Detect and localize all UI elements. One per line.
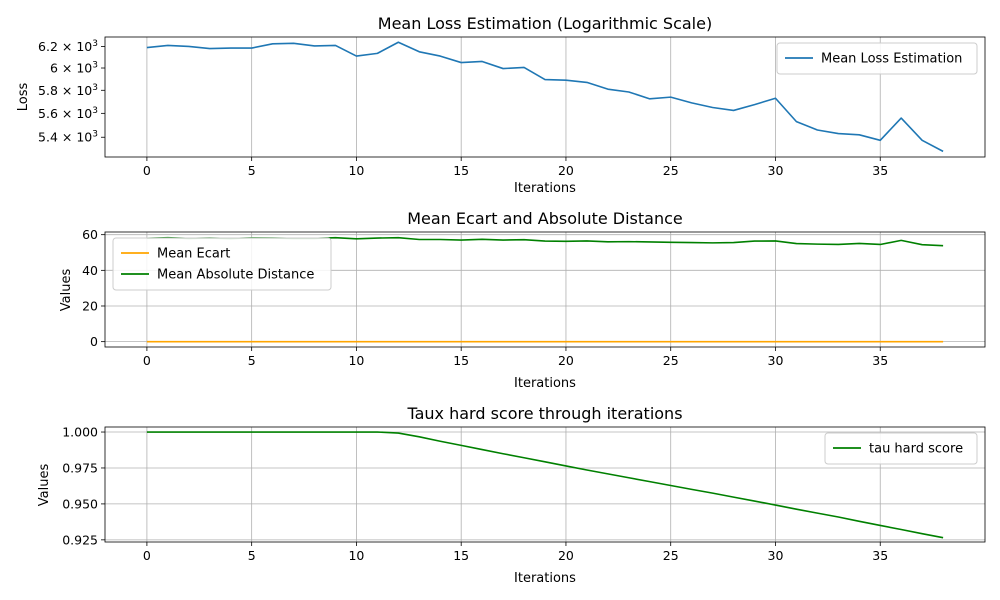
tau-x-tick-label: 10 [348, 548, 364, 563]
loss-y-tick-label: 5.6 × 103 [38, 106, 98, 121]
loss-x-tick-label: 35 [872, 163, 888, 178]
loss-x-tick-label: 25 [663, 163, 679, 178]
tau-panel: Taux hard score through iterations Itera… [37, 404, 986, 586]
loss-x-axis-label: Iterations [514, 181, 576, 196]
loss-panel: Mean Loss Estimation (Logarithmic Scale)… [16, 14, 986, 196]
ecart-y-tick-label: 60 [82, 227, 98, 242]
ecart-legend: Mean Ecart Mean Absolute Distance [112, 237, 332, 291]
ecart-legend-box [112, 237, 332, 291]
tau-x-tick-label: 25 [663, 548, 679, 563]
loss-y-tick-label: 5.4 × 103 [38, 130, 98, 145]
ecart-x-tick-label: 20 [558, 353, 574, 368]
ecart-chart-title: Mean Ecart and Absolute Distance [407, 209, 683, 228]
loss-y-tick-label: 6.2 × 103 [38, 39, 98, 54]
ecart-y-tick-label: 20 [82, 298, 98, 313]
tau-x-tick-label: 5 [248, 548, 256, 563]
mean-loss-estimation-line [146, 41, 944, 153]
loss-legend-label: Mean Loss Estimation [821, 52, 962, 67]
tau-hard-score-line [146, 431, 944, 539]
tau-y-tick-label: 0.950 [62, 496, 98, 511]
tau-y-tick-label: 1.000 [62, 425, 98, 440]
tau-x-tick-label: 0 [143, 548, 151, 563]
tau-x-tick-label: 30 [768, 548, 784, 563]
ecart-x-tick-label: 25 [663, 353, 679, 368]
tau-chart-title: Taux hard score through iterations [406, 404, 682, 423]
loss-chart-title: Mean Loss Estimation (Logarithmic Scale) [378, 14, 712, 33]
loss-legend-box [776, 42, 978, 75]
ecart-x-axis-label: Iterations [514, 376, 576, 391]
tau-x-tick-label: 15 [453, 548, 469, 563]
loss-x-tick-label: 10 [348, 163, 364, 178]
loss-y-tick-label: 5.8 × 103 [38, 83, 98, 98]
ecart-legend-label: Mean Absolute Distance [157, 268, 314, 283]
ecart-axes-frame [104, 231, 986, 348]
ecart-x-tick-label: 10 [348, 353, 364, 368]
ecart-x-tick-label: 5 [248, 353, 256, 368]
tau-axes-frame [104, 426, 986, 543]
tau-x-tick-label: 20 [558, 548, 574, 563]
ecart-legend-label: Mean Ecart [157, 247, 230, 262]
ecart-panel: Mean Ecart and Absolute Distance Iterati… [59, 209, 986, 391]
loss-legend: Mean Loss Estimation [776, 42, 978, 75]
loss-x-tick-label: 5 [248, 163, 256, 178]
ecart-x-tick-label: 35 [872, 353, 888, 368]
tau-legend: tau hard score [824, 432, 978, 465]
ecart-x-tick-label: 30 [768, 353, 784, 368]
loss-x-tick-label: 15 [453, 163, 469, 178]
loss-y-tick-label: 6 × 103 [50, 61, 98, 76]
loss-x-tick-label: 20 [558, 163, 574, 178]
tau-y-tick-label: 0.925 [62, 532, 98, 547]
ecart-x-tick-label: 0 [143, 353, 151, 368]
loss-x-tick-label: 30 [768, 163, 784, 178]
ecart-y-tick-label: 0 [90, 334, 98, 349]
tau-x-tick-label: 35 [872, 548, 888, 563]
tau-y-axis-label: Values [37, 464, 52, 507]
ecart-y-tick-label: 40 [82, 263, 98, 278]
ecart-x-tick-label: 15 [453, 353, 469, 368]
loss-y-axis-label: Loss [16, 83, 31, 112]
tau-legend-box [824, 432, 978, 465]
loss-x-tick-label: 0 [143, 163, 151, 178]
ecart-y-axis-label: Values [59, 269, 74, 312]
tau-legend-label: tau hard score [869, 442, 963, 457]
tau-x-axis-label: Iterations [514, 571, 576, 586]
tau-y-tick-label: 0.975 [62, 460, 98, 475]
loss-axes-frame [104, 36, 986, 158]
